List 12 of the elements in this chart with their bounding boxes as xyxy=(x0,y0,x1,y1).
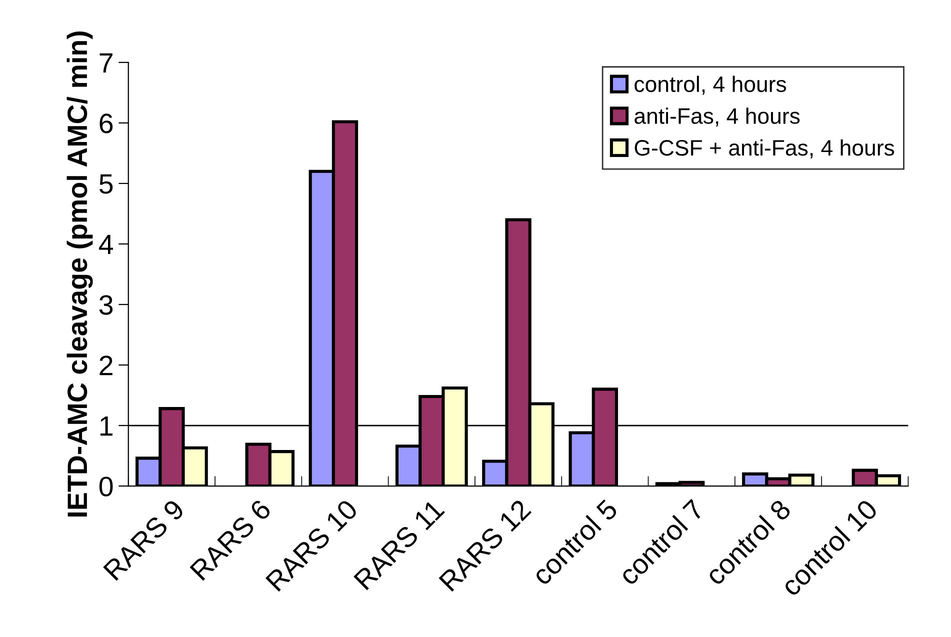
y-tick-label: 2 xyxy=(100,356,112,376)
y-tick-label: 3 xyxy=(99,295,113,315)
y-tick-label: 1 xyxy=(100,416,112,436)
y-tick-label: 5 xyxy=(99,174,113,194)
y-tick-label: 4 xyxy=(98,234,113,254)
y-tick-label: 0 xyxy=(99,476,113,496)
y-tick-label: 6 xyxy=(100,114,113,134)
legend-label: anti-Fas, 4 hours xyxy=(634,108,800,127)
legend-label: control, 4 hours xyxy=(634,76,786,95)
legend-label: G-CSF + anti-Fas, 4 hours xyxy=(634,139,894,158)
y-axis-title: IETD-AMC cleavage (pmol AMC/ min) xyxy=(66,32,93,516)
y-tick-label: 7 xyxy=(100,53,112,72)
